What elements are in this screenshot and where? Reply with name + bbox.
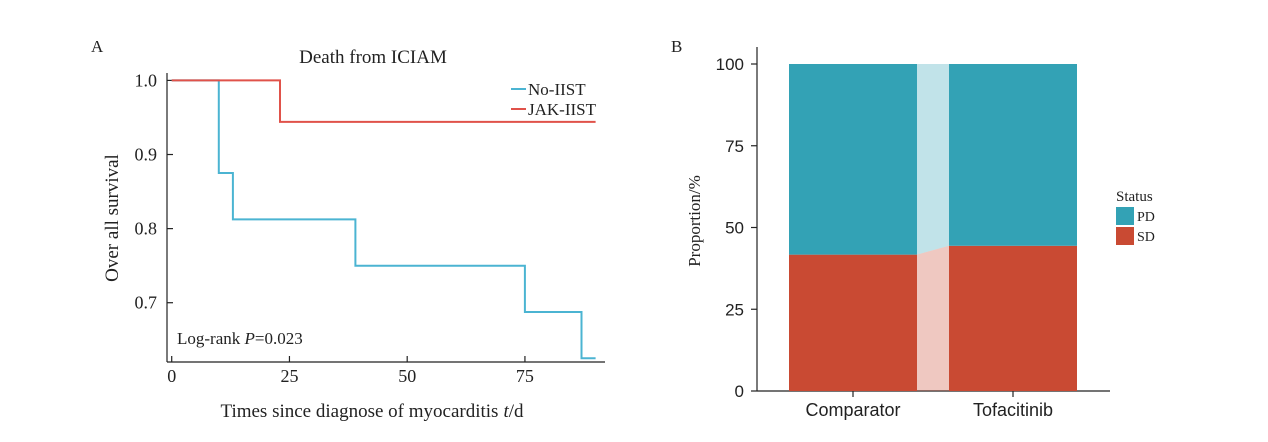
- legend-label: JAK-IIST: [528, 100, 597, 119]
- panel-b-bars: [789, 64, 1077, 391]
- annotation-prefix: Log-rank: [177, 329, 245, 348]
- survival-line-jak-iist: [171, 79, 596, 123]
- x-tick-label: 75: [516, 366, 534, 386]
- panel-b-letter: B: [671, 37, 682, 56]
- legend-title: Status: [1116, 189, 1153, 205]
- panel-b-legend: Status PD SD: [1116, 189, 1155, 245]
- panel-b-y-ticks: 0 25 50 75 100: [716, 55, 757, 401]
- panel-a-series: [171, 79, 596, 360]
- survival-line-no-iist: [171, 79, 596, 360]
- x-label-unit: /d: [509, 401, 524, 422]
- panel-b-y-axis-label: Proportion/%: [685, 175, 704, 267]
- legend-swatch: [1116, 207, 1134, 225]
- y-tick-label: 25: [725, 300, 744, 319]
- legend-swatch: [1116, 227, 1134, 245]
- y-tick-label: 0.8: [135, 219, 158, 239]
- panel-a-x-ticks: 0 25 50 75: [167, 356, 534, 386]
- x-tick-label: 0: [167, 366, 176, 386]
- sd-flow: [917, 245, 949, 391]
- y-tick-label: 1.0: [135, 70, 158, 90]
- y-tick-label: 0.9: [135, 145, 158, 165]
- annotation-suffix: =0.023: [255, 329, 303, 348]
- panel-a-letter: A: [91, 37, 104, 56]
- log-rank-annotation: Log-rank P=0.023: [177, 329, 303, 348]
- x-tick-label: Tofacitinib: [973, 400, 1053, 420]
- panel-a-y-axis-label: Over all survival: [102, 154, 123, 282]
- panel-a-x-axis-label: Times since diagnose of myocarditis t/d: [221, 401, 524, 422]
- panel-b: B Proportion/% 0 25 50 75 100 Comparator Tofa…: [671, 37, 1155, 420]
- legend-label: PD: [1137, 210, 1155, 225]
- x-label-text: Times since diagnose of myocarditis: [221, 401, 499, 422]
- x-label-var: t: [503, 401, 509, 422]
- x-tick-label: Comparator: [805, 400, 900, 420]
- x-tick-label: 50: [398, 366, 416, 386]
- bar-sd-comparator: [789, 254, 917, 391]
- legend-label: No-IIST: [528, 80, 586, 99]
- panel-a-title: Death from ICIAM: [299, 47, 447, 68]
- panel-b-x-ticks: Comparator Tofacitinib: [805, 391, 1053, 420]
- pd-flow: [917, 64, 949, 255]
- y-tick-label: 100: [716, 55, 744, 74]
- x-tick-label: 25: [280, 366, 298, 386]
- y-tick-label: 75: [725, 137, 744, 156]
- y-tick-label: 50: [725, 219, 744, 238]
- bar-pd-tofacitinib: [949, 64, 1077, 246]
- bar-pd-comparator: [789, 64, 917, 255]
- panel-a: A Death from ICIAM Over all survival Tim…: [91, 37, 605, 422]
- legend-label: SD: [1137, 230, 1155, 245]
- bar-sd-tofacitinib: [949, 245, 1077, 391]
- annotation-var: P: [244, 329, 255, 348]
- y-tick-label: 0.7: [135, 293, 158, 313]
- y-tick-label: 0: [735, 382, 744, 401]
